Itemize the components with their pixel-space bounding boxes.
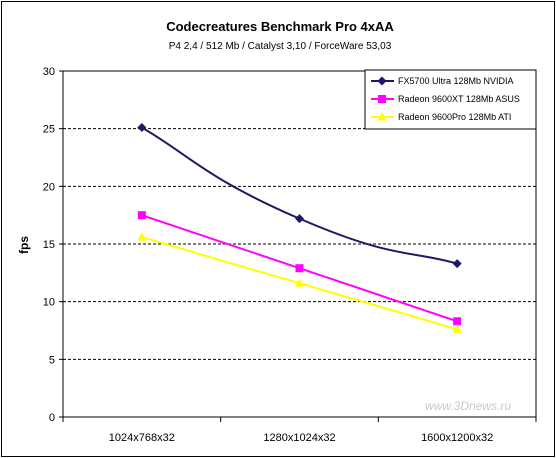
y-tick-label: 15 xyxy=(43,239,55,251)
y-tick-label: 10 xyxy=(43,297,55,309)
series-3 xyxy=(137,232,462,333)
data-point xyxy=(137,232,147,241)
chart-subtitle: P4 2,4 / 512 Mb / Catalyst 3,10 / ForceW… xyxy=(169,41,392,52)
x-tick-label: 1280x1024x32 xyxy=(263,432,335,444)
data-point xyxy=(137,123,147,133)
legend-marker xyxy=(378,95,386,103)
y-tick-label: 30 xyxy=(43,66,55,78)
x-tick-label: 1024x768x32 xyxy=(109,432,175,444)
legend: FX5700 Ultra 128Mb NVIDIA Radeon 9600XT 1… xyxy=(364,69,537,130)
data-point xyxy=(452,324,462,333)
y-axis-label: fps xyxy=(17,236,31,254)
y-tick-label: 5 xyxy=(49,354,55,366)
x-axis-ticks: 1024x768x32 1280x1024x32 1600x1200x32 xyxy=(62,417,537,444)
series-1 xyxy=(137,123,462,269)
data-point xyxy=(453,317,462,326)
y-tick-label: 20 xyxy=(43,181,55,193)
legend-marker xyxy=(377,112,387,121)
y-tick-label: 0 xyxy=(49,412,55,424)
legend-entries: FX5700 Ultra 128Mb NVIDIA Radeon 9600XT 1… xyxy=(371,76,520,122)
chart-title: Codecreatures Benchmark Pro 4xAA xyxy=(166,19,394,34)
y-axis-ticks: 0 5 10 15 20 25 30 xyxy=(43,66,63,424)
legend-marker xyxy=(377,76,387,86)
x-tick-label: 1600x1200x32 xyxy=(421,432,493,444)
series-2 xyxy=(137,211,462,326)
data-point xyxy=(295,278,304,287)
y-tick-label: 25 xyxy=(43,124,55,136)
legend-label: FX5700 Ultra 128Mb NVIDIA xyxy=(398,76,514,86)
gridlines xyxy=(63,128,536,360)
data-point xyxy=(295,214,304,224)
legend-label: Radeon 9600Pro 128Mb ATI xyxy=(398,112,511,122)
watermark: www.3Dnews.ru xyxy=(425,399,511,413)
data-point xyxy=(295,264,304,273)
legend-label: Radeon 9600XT 128Mb ASUS xyxy=(398,94,520,104)
data-point xyxy=(137,211,146,220)
series-lines xyxy=(137,123,462,333)
data-point xyxy=(452,259,462,269)
